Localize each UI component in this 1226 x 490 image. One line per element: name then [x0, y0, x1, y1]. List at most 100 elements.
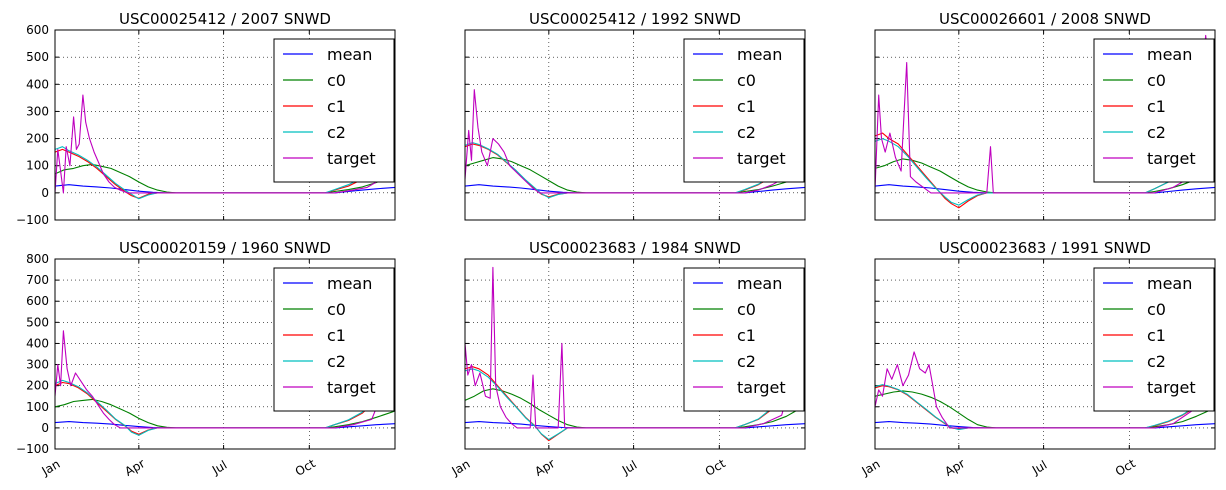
- series-group: [875, 351, 1215, 431]
- legend-label: c0: [327, 300, 346, 319]
- series-group: [55, 330, 395, 436]
- x-tick-label: Oct: [1113, 456, 1138, 479]
- legend: mean c0 c1 c2 target: [683, 38, 805, 183]
- x-tick-label: Jul: [209, 458, 229, 478]
- plot-frame: [464, 258, 806, 450]
- x-tick-label: Jan: [39, 457, 63, 479]
- legend-label: c1: [737, 326, 756, 345]
- legend-label: c0: [327, 71, 346, 90]
- subplot-2: USC00025412 / 1992 SNWD mean c0 c1 c2 target: [464, 10, 806, 221]
- series-line-mean: [55, 184, 395, 194]
- legend-label: target: [1147, 149, 1196, 168]
- legend-label: c0: [737, 71, 756, 90]
- series-line-c0: [875, 158, 1215, 194]
- y-tick-label: 800: [26, 252, 49, 266]
- x-tick-label: Jul: [619, 458, 639, 478]
- y-tick-label: 200: [26, 132, 49, 146]
- x-tick-label: Apr: [942, 456, 967, 479]
- series-line-target: [465, 266, 805, 429]
- chart-title: USC00025412 / 2007 SNWD: [119, 10, 331, 28]
- legend-label: c2: [1147, 352, 1166, 371]
- y-tick-label: 600: [26, 23, 49, 37]
- x-tick-label: Oct: [293, 456, 318, 479]
- plot-frame: [54, 29, 396, 221]
- legend: mean c0 c1 c2 target: [273, 38, 395, 183]
- plot-frame: [874, 258, 1216, 450]
- legend-label: c0: [1147, 71, 1166, 90]
- x-tick-label: Apr: [122, 456, 147, 479]
- plot-frame: [54, 258, 396, 450]
- legend-label: target: [737, 149, 786, 168]
- legend-label: c2: [737, 123, 756, 142]
- subplot-5: Jan Apr Jul Oct USC00023683 / 1984 SNWD mean c…: [449, 239, 806, 479]
- legend: mean c0 c1 c2 target: [1093, 267, 1215, 412]
- y-tick-label: 400: [26, 336, 49, 350]
- legend-label: target: [327, 378, 376, 397]
- legend-label: target: [1147, 378, 1196, 397]
- series-line-mean: [55, 421, 395, 429]
- series-line-mean: [875, 421, 1215, 429]
- legend: mean c0 c1 c2 target: [1093, 38, 1215, 183]
- legend-label: c1: [737, 97, 756, 116]
- legend-label: mean: [327, 45, 372, 64]
- legend-label: mean: [737, 274, 782, 293]
- legend-label: mean: [327, 274, 372, 293]
- series-line-c0: [875, 390, 1215, 429]
- legend-label: c1: [1147, 97, 1166, 116]
- y-tick-label: 700: [26, 273, 49, 287]
- y-tick-label: 500: [26, 315, 49, 329]
- legend-label: c1: [327, 326, 346, 345]
- series-line-target: [55, 94, 395, 194]
- subplot-4: −100 0 100 200 300 400 500 600 700 800 Jan Apr Jul Oc…: [16, 239, 396, 479]
- y-tick-label: 300: [26, 104, 49, 118]
- legend-label: c2: [737, 352, 756, 371]
- series-line-c0: [55, 163, 395, 194]
- legend-label: c2: [327, 123, 346, 142]
- legend-label: target: [737, 378, 786, 397]
- subplot-3: USC00026601 / 2008 SNWD mean c0 c1 c2 target: [874, 10, 1216, 221]
- x-tick-label: Oct: [703, 456, 728, 479]
- chart-title: USC00025412 / 1992 SNWD: [529, 10, 741, 28]
- chart-title: USC00026601 / 2008 SNWD: [939, 10, 1151, 28]
- x-tick-label: Jan: [449, 457, 473, 479]
- legend: mean c0 c1 c2 target: [273, 267, 395, 412]
- y-tick-label: −100: [16, 442, 49, 456]
- legend-label: c1: [327, 97, 346, 116]
- y-tick-label: 600: [26, 294, 49, 308]
- legend-label: c2: [327, 352, 346, 371]
- subplot-1: −100 0 100 200 300 400 500 600 USC00025412 / 200…: [16, 10, 396, 227]
- chart-title: USC00020159 / 1960 SNWD: [119, 239, 331, 257]
- series-line-mean: [875, 184, 1215, 194]
- series-line-mean: [465, 184, 805, 194]
- y-tick-label: 300: [26, 358, 49, 372]
- series-line-mean: [465, 421, 805, 429]
- y-tick-label: 500: [26, 50, 49, 64]
- plot-frame: [874, 29, 1216, 221]
- y-tick-label: 200: [26, 379, 49, 393]
- legend-label: c0: [1147, 300, 1166, 319]
- legend-label: mean: [737, 45, 782, 64]
- y-tick-label: 0: [41, 421, 49, 435]
- legend-label: c2: [1147, 123, 1166, 142]
- y-tick-label: 400: [26, 77, 49, 91]
- x-tick-label: Apr: [532, 456, 557, 479]
- plot-frame: [464, 29, 806, 221]
- chart-title: USC00023683 / 1984 SNWD: [529, 239, 741, 257]
- legend-label: mean: [1147, 274, 1192, 293]
- legend: mean c0 c1 c2 target: [683, 267, 805, 412]
- x-tick-label: Jan: [859, 457, 883, 479]
- y-tick-label: 0: [41, 186, 49, 200]
- legend-label: c1: [1147, 326, 1166, 345]
- series-line-c0: [465, 157, 805, 194]
- legend-label: mean: [1147, 45, 1192, 64]
- series-line-c2: [55, 370, 395, 436]
- chart-title: USC00023683 / 1991 SNWD: [939, 239, 1151, 257]
- y-tick-label: 100: [26, 159, 49, 173]
- x-tick-label: Jul: [1029, 458, 1049, 478]
- y-tick-label: −100: [16, 213, 49, 227]
- subplot-6: Jan Apr Jul Oct USC00023683 / 1991 SNWD mean c…: [859, 239, 1216, 479]
- legend-label: c0: [737, 300, 756, 319]
- series-line-c1: [55, 374, 395, 435]
- legend-label: target: [327, 149, 376, 168]
